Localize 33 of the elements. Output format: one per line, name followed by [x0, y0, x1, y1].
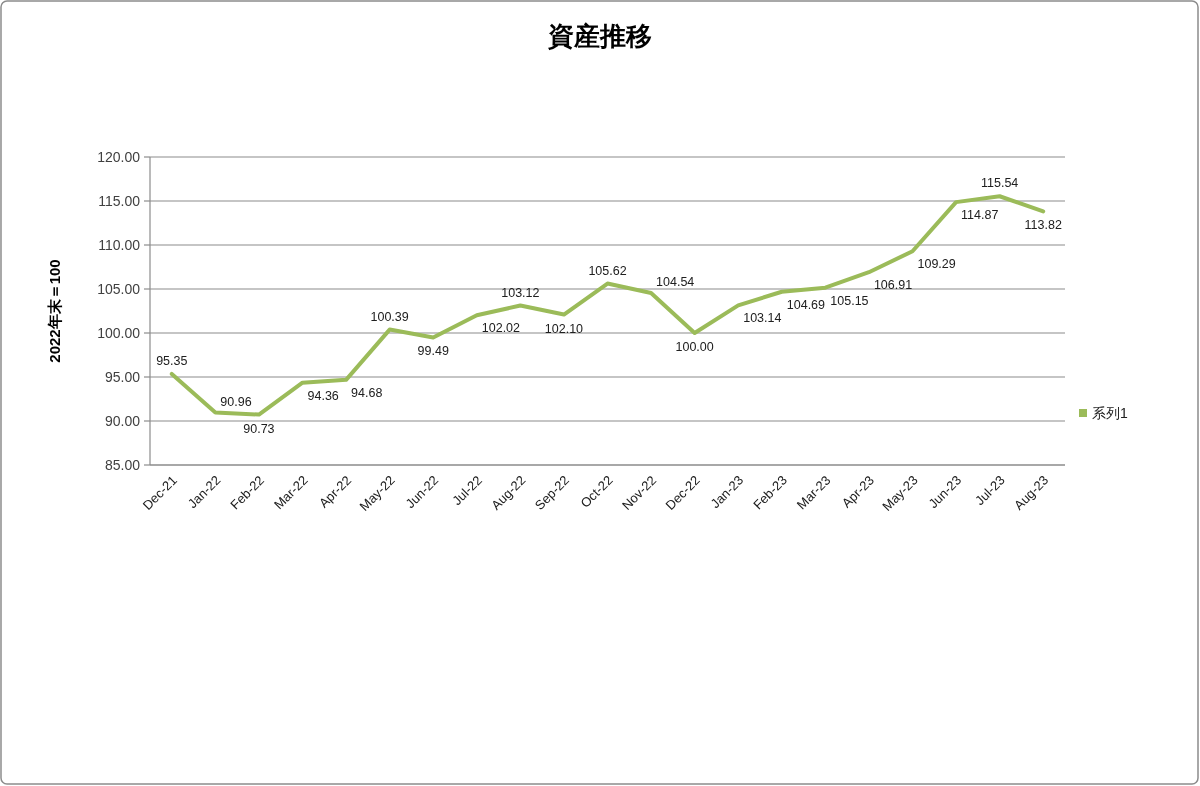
- data-label: 109.29: [917, 257, 956, 272]
- y-tick-label: 95.00: [104, 369, 141, 385]
- data-label: 102.10: [544, 321, 584, 336]
- data-label: 103.14: [743, 311, 782, 326]
- y-tick-label: 100.00: [97, 325, 141, 341]
- y-tick-label: 90.00: [104, 413, 141, 429]
- data-label: 114.87: [961, 208, 999, 223]
- data-label: 100.00: [675, 340, 714, 354]
- data-label: 105.62: [588, 263, 627, 278]
- y-axis-title: 2022年末＝100: [46, 259, 63, 363]
- legend: 系列1: [1079, 405, 1128, 421]
- data-label: 104.69: [786, 297, 826, 312]
- y-tick-label: 115.00: [98, 193, 141, 209]
- data-label: 99.49: [417, 344, 449, 359]
- data-label: 103.12: [501, 285, 540, 300]
- data-label: 106.91: [873, 278, 913, 293]
- data-label: 94.68: [351, 385, 383, 400]
- data-label: 90.73: [243, 421, 275, 436]
- chart-title: 資産推移: [547, 21, 652, 51]
- data-label: 115.54: [980, 176, 1019, 191]
- data-label: 104.54: [656, 275, 695, 290]
- data-label: 105.15: [830, 293, 869, 308]
- data-label: 113.82: [1024, 218, 1062, 233]
- data-label: 95.35: [156, 353, 188, 368]
- legend-label: 系列1: [1092, 405, 1128, 421]
- y-tick-label: 110.00: [98, 237, 141, 253]
- data-label: 100.39: [370, 309, 409, 324]
- data-label: 90.96: [220, 394, 252, 409]
- y-tick-label: 85.00: [104, 457, 141, 473]
- data-label: 94.36: [307, 388, 339, 403]
- data-label: 102.02: [481, 321, 521, 336]
- y-tick-label: 120.00: [97, 149, 141, 165]
- y-tick-label: 105.00: [97, 281, 141, 297]
